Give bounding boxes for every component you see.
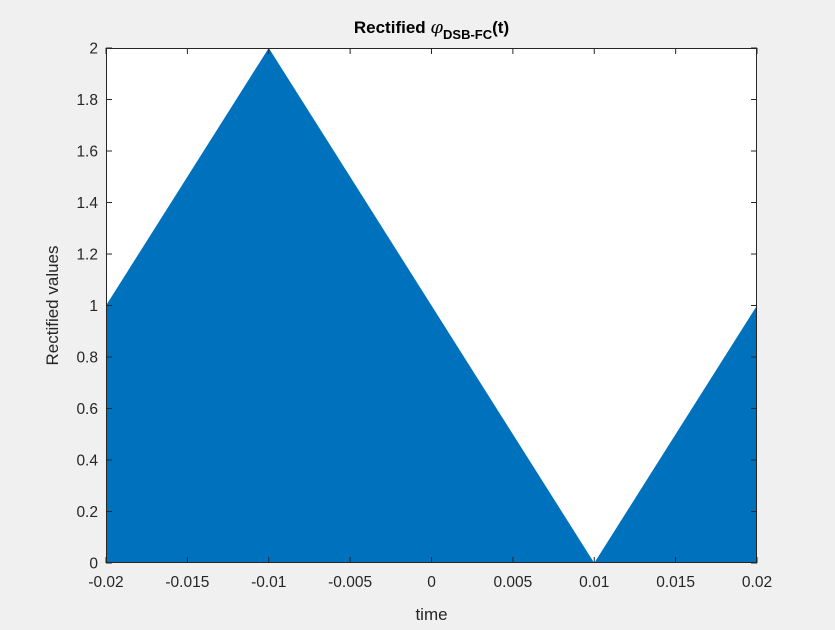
y-tick-label: 1.8	[76, 92, 98, 109]
y-axis-label: Rectified values	[43, 245, 62, 365]
y-tick-label: 2	[89, 41, 98, 58]
chart-title: Rectified φDSB-FC(t)	[354, 17, 509, 42]
series-area-0	[106, 48, 757, 563]
title-symbol: φ	[430, 17, 443, 38]
y-tick-label: 0.6	[76, 401, 98, 418]
x-tick-label: -0.02	[88, 574, 123, 591]
y-tick-label: 0.2	[76, 504, 98, 521]
plot-axes[interactable]: -0.02 -0.015 -0.01 -0.005 0 0.005 0.01 0.015 0.0…	[76, 41, 772, 592]
y-tick-label: 0.8	[76, 350, 98, 367]
y-tick-label: 1	[89, 298, 98, 315]
x-tick-label: 0.01	[579, 574, 609, 591]
x-axis-ticks: -0.02 -0.015 -0.01 -0.005 0 0.005 0.01 0.015 0.0…	[88, 48, 772, 591]
title-prefix: Rectified	[354, 18, 431, 37]
y-tick-label: 1.2	[76, 247, 98, 264]
x-tick-label: -0.005	[328, 574, 372, 591]
x-tick-label: 0.005	[493, 574, 532, 591]
y-tick-label: 1.4	[76, 195, 98, 212]
x-axis-label: time	[415, 605, 447, 624]
x-tick-label: 0.015	[656, 574, 695, 591]
x-tick-label: 0.02	[742, 574, 772, 591]
y-tick-label: 1.6	[76, 144, 98, 161]
x-tick-label: -0.01	[251, 574, 286, 591]
title-suffix: (t)	[492, 18, 509, 37]
y-tick-label: 0	[89, 556, 98, 573]
x-tick-label: -0.015	[165, 574, 209, 591]
title-subscript: DSB-FC	[443, 27, 493, 42]
x-tick-label: 0	[427, 574, 436, 591]
y-tick-label: 0.4	[76, 453, 98, 470]
y-axis-ticks: 0 0.2 0.4 0.6 0.8 1 1.2 1.4 1.6 1.8 2	[76, 41, 757, 573]
